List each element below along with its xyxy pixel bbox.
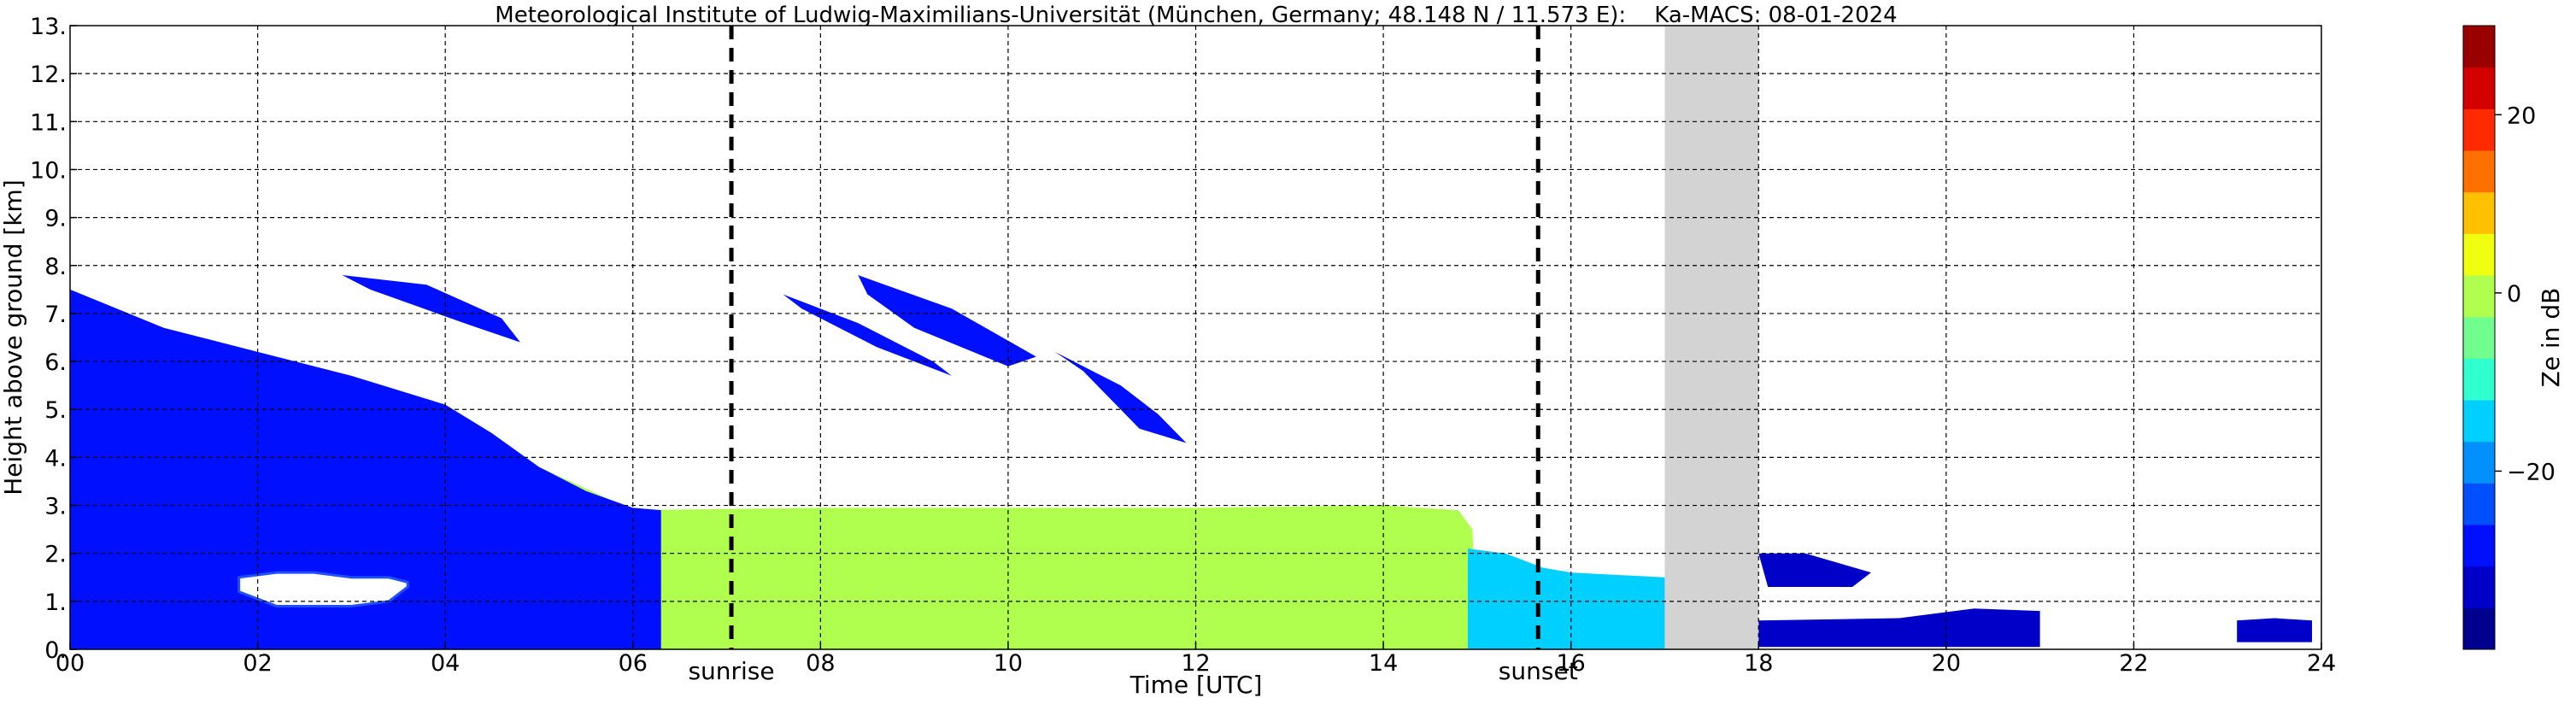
colorbar-segment — [2463, 358, 2495, 401]
colorbar-segment — [2463, 525, 2495, 567]
colorbar-segment — [2463, 67, 2495, 109]
colorbar-label: Ze in dB — [2537, 288, 2565, 388]
y-tick-label: 5. — [44, 397, 67, 424]
chart-title: Meteorological Institute of Ludwig-Maxim… — [495, 3, 1897, 28]
colorbar-segment — [2463, 566, 2495, 608]
x-tick-label: 10 — [994, 650, 1023, 677]
echo-late-surface — [2237, 618, 2313, 642]
x-tick-label: 12 — [1181, 650, 1210, 677]
sun-markers: sunrise sunset — [688, 26, 1578, 685]
colorbar-segment — [2463, 275, 2495, 318]
y-tick-label: 11. — [30, 109, 67, 136]
colorbar-segment — [2463, 483, 2495, 525]
y-tick-label: 7. — [44, 302, 67, 328]
colorbar-segment — [2463, 400, 2495, 443]
marker-label-sunrise: sunrise — [688, 657, 774, 685]
x-tick-label: 08 — [806, 650, 835, 677]
marker-label-sunset: sunset — [1499, 657, 1578, 685]
echo-evening-blobs — [1758, 553, 1871, 587]
colorbar-segment — [2463, 191, 2495, 234]
x-tick-label: 02 — [243, 650, 272, 677]
colorbar-frame — [2462, 25, 2496, 650]
x-tick-label: 06 — [619, 650, 648, 677]
colorbar-tick-label: 20 — [2507, 103, 2536, 129]
no-data-band — [1664, 26, 1759, 649]
y-tick-label: 12. — [30, 62, 67, 88]
y-tick-label: 0. — [44, 637, 67, 664]
y-tick-label: 6. — [44, 349, 67, 376]
radar-echoes — [70, 275, 2313, 649]
no-data-region — [1664, 26, 1759, 649]
x-tick-label: 00 — [56, 650, 85, 677]
colorbar-segment — [2463, 441, 2495, 484]
y-tick-label: 13. — [30, 14, 67, 40]
colorbar-tick-label: −20 — [2507, 459, 2555, 485]
y-tick-label: 3. — [44, 494, 67, 520]
x-tick-label: 20 — [1932, 650, 1961, 677]
colorbar-segment — [2463, 109, 2495, 151]
x-axis-ticks: 00 02 04 06 08 10 12 14 16 18 20 22 24 — [56, 642, 2336, 677]
y-axis-ticks: 0. 1. 2. 3. 4. 5. 6. 7. 8. 9. 10. 11. 12. 13. — [30, 14, 77, 664]
y-tick-label: 4. — [44, 445, 67, 472]
echo-late-layer — [1467, 549, 1665, 649]
y-tick-label: 10. — [30, 157, 67, 184]
x-tick-label: 22 — [2119, 650, 2148, 677]
colorbar: 20 0 −20 — [2462, 25, 2555, 650]
y-tick-label: 8. — [44, 254, 67, 280]
colorbar-segment — [2463, 607, 2495, 650]
colorbar-segment — [2463, 150, 2495, 193]
colorbar-segment — [2463, 26, 2495, 68]
echo-cirrus-4 — [1054, 351, 1187, 443]
x-tick-label: 04 — [431, 650, 460, 677]
echo-cirrus-3 — [858, 275, 1036, 367]
colorbar-segment — [2463, 316, 2495, 359]
colorbar-tick-label: 0 — [2507, 281, 2521, 308]
x-tick-label: 14 — [1369, 650, 1398, 677]
grid — [70, 26, 2321, 649]
echo-cirrus-1 — [342, 275, 520, 343]
echo-anvil-edge — [70, 289, 661, 649]
x-tick-label: 18 — [1744, 650, 1773, 677]
y-axis-label: Height above ground [km] — [0, 179, 27, 496]
y-tick-label: 1. — [44, 590, 67, 616]
y-tick-label: 2. — [44, 542, 67, 568]
echo-surface-echo — [1758, 608, 2040, 648]
x-tick-label: 16 — [1556, 650, 1585, 677]
x-axis-label: Time [UTC] — [1130, 671, 1263, 699]
y-tick-label: 9. — [44, 206, 67, 232]
colorbar-segment — [2463, 233, 2495, 276]
x-tick-label: 24 — [2307, 650, 2336, 677]
echo-cirrus-2 — [783, 294, 953, 376]
echo-clear-gap — [238, 571, 409, 607]
